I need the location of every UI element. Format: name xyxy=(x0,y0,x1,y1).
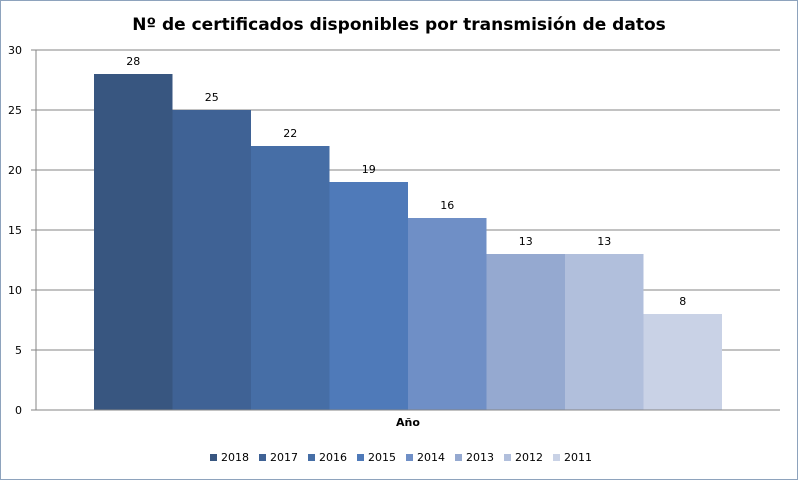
bars xyxy=(94,74,722,410)
legend-label-2014: 2014 xyxy=(417,451,445,464)
legend-swatch-2011 xyxy=(553,454,560,461)
legend-label-2017: 2017 xyxy=(270,451,298,464)
y-tick-label: 30 xyxy=(8,44,22,57)
legend-swatch-2018 xyxy=(210,454,217,461)
bar-2015 xyxy=(329,182,408,410)
bar-2017 xyxy=(172,110,251,410)
y-tick-label: 25 xyxy=(8,104,22,117)
y-tick-label: 10 xyxy=(8,284,22,297)
data-label-2015: 19 xyxy=(362,163,376,176)
data-label-2016: 22 xyxy=(283,127,297,140)
legend-label-2016: 2016 xyxy=(319,451,347,464)
legend-swatch-2016 xyxy=(308,454,315,461)
x-axis-label: Año xyxy=(396,416,420,429)
legend-label-2012: 2012 xyxy=(515,451,543,464)
legend-swatch-2017 xyxy=(259,454,266,461)
legend-label-2018: 2018 xyxy=(221,451,249,464)
legend-swatch-2012 xyxy=(504,454,511,461)
bar-2011 xyxy=(643,314,722,410)
bar-2016 xyxy=(251,146,330,410)
y-tick-label: 15 xyxy=(8,224,22,237)
data-labels: 28 25 22 19 16 13 13 8 xyxy=(126,55,686,308)
legend-label-2013: 2013 xyxy=(466,451,494,464)
data-label-2012: 13 xyxy=(597,235,611,248)
chart-title: Nº de certificados disponibles por trans… xyxy=(132,15,666,35)
legend-swatch-2013 xyxy=(455,454,462,461)
y-tick-label: 20 xyxy=(8,164,22,177)
legend-label-2011: 2011 xyxy=(564,451,592,464)
data-label-2017: 25 xyxy=(205,91,219,104)
data-label-2014: 16 xyxy=(440,199,454,212)
bar-2013 xyxy=(486,254,565,410)
legend-swatch-2014 xyxy=(406,454,413,461)
data-label-2018: 28 xyxy=(126,55,140,68)
legend: 2018 2017 2016 2015 2014 2013 2012 2011 xyxy=(210,451,592,464)
data-label-2011: 8 xyxy=(679,295,686,308)
y-tick-label: 0 xyxy=(15,404,22,417)
bar-2012 xyxy=(565,254,644,410)
legend-swatch-2015 xyxy=(357,454,364,461)
bar-2014 xyxy=(408,218,487,410)
legend-label-2015: 2015 xyxy=(368,451,396,464)
y-tick-label: 5 xyxy=(15,344,22,357)
data-label-2013: 13 xyxy=(519,235,533,248)
bar-2018 xyxy=(94,74,173,410)
y-axis-ticks: 0 5 10 15 20 25 30 xyxy=(8,44,36,417)
